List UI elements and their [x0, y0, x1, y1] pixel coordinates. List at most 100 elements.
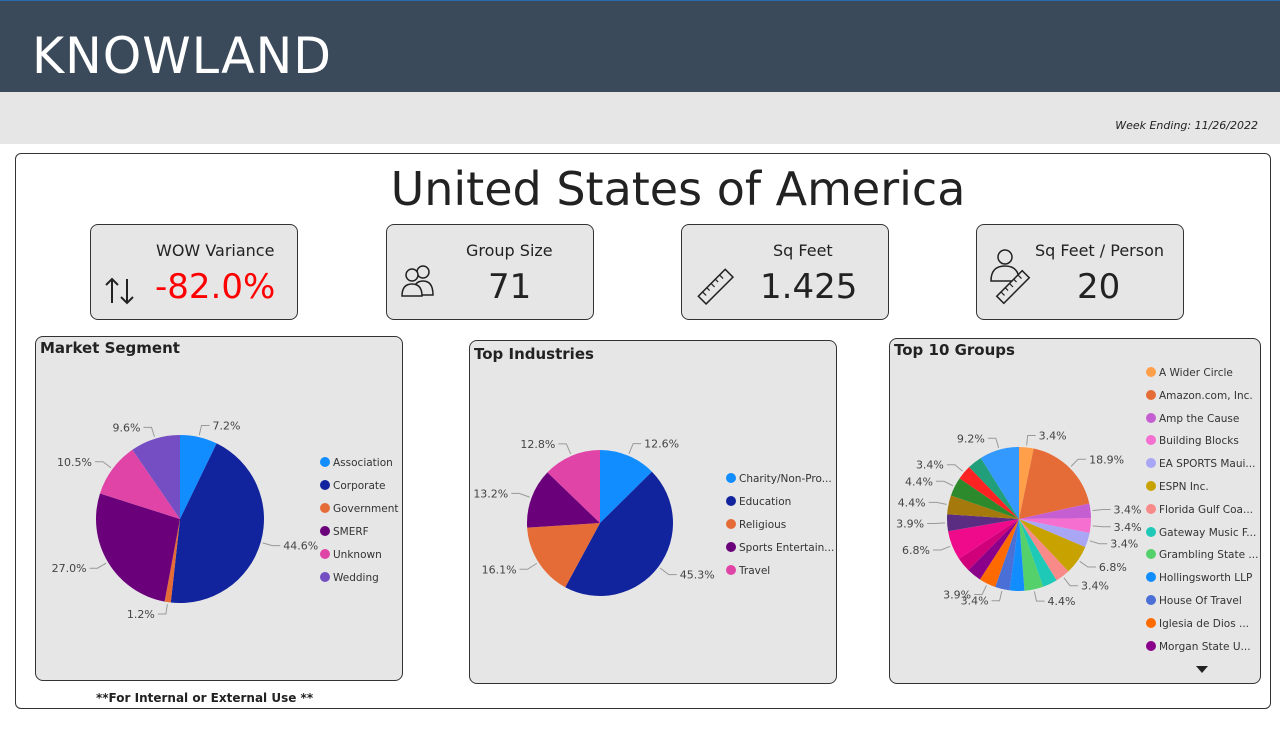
legend-item[interactable]: SMERF — [320, 526, 369, 538]
pie-slice[interactable] — [980, 447, 1019, 519]
data-label: 18.9% — [1089, 453, 1124, 466]
legend-item[interactable]: Wedding — [320, 572, 379, 584]
legend-item[interactable]: Grambling State ... — [1146, 549, 1258, 561]
pie-slice[interactable] — [1019, 519, 1090, 548]
data-label: 6.8% — [902, 544, 930, 557]
leader-line — [1092, 525, 1111, 528]
legend-item[interactable]: Government — [320, 503, 398, 515]
pie-slice[interactable] — [527, 523, 600, 588]
legend-swatch — [726, 496, 736, 506]
scroll-down-icon[interactable] — [1194, 664, 1210, 674]
pie-slice[interactable] — [1019, 503, 1091, 519]
pie-slice[interactable] — [947, 495, 1019, 519]
leader-line — [1070, 458, 1087, 467]
kpi-value: -82.0% — [155, 267, 276, 307]
leader-line — [1026, 434, 1036, 446]
pie-slice[interactable] — [96, 493, 180, 602]
pie-slice[interactable] — [1019, 519, 1044, 591]
data-label: 12.8% — [520, 438, 555, 451]
chart-title: Market Segment — [40, 339, 180, 357]
legend-item[interactable]: Florida Gulf Coa... — [1146, 503, 1253, 516]
legend-swatch — [1146, 389, 1156, 400]
legend-swatch — [320, 457, 330, 467]
legend-item[interactable]: Corporate — [320, 480, 386, 492]
kpi-label: WOW Variance — [156, 241, 275, 260]
data-label: 4.4% — [898, 496, 926, 509]
legend-item[interactable]: Education — [726, 496, 791, 508]
pie-slice[interactable] — [1009, 519, 1025, 592]
legend-item[interactable]: ESPN Inc. — [1146, 481, 1209, 493]
pie-slice[interactable] — [99, 449, 180, 519]
pie-slice[interactable] — [565, 471, 673, 596]
pie-slice[interactable] — [968, 519, 1019, 580]
data-label: 3.4% — [1114, 521, 1142, 534]
legend-item[interactable]: Sports Entertain... — [726, 542, 834, 554]
data-label: 12.6% — [644, 438, 679, 451]
pie-slice[interactable] — [947, 514, 1019, 532]
app-header: KNOWLAND — [0, 0, 1280, 92]
legend-item[interactable]: House Of Travel — [1146, 595, 1242, 607]
leader-line — [659, 567, 677, 576]
pie-slice[interactable] — [1019, 447, 1034, 519]
pie-slice[interactable] — [1019, 448, 1090, 519]
kpi-label: Group Size — [466, 241, 553, 260]
pie-slice[interactable] — [164, 519, 180, 603]
leader-line — [198, 424, 210, 436]
legend-label: Morgan State U... — [1159, 640, 1251, 653]
data-label: 3.4% — [1081, 580, 1109, 593]
legend-label: Amazon.com, Inc. — [1159, 389, 1253, 402]
sub-bar — [0, 92, 1280, 144]
data-label: 3.4% — [1113, 503, 1141, 516]
leader-line — [991, 590, 1003, 602]
legend-item[interactable]: Amp the Cause — [1146, 412, 1239, 425]
legend-item[interactable]: Morgan State U... — [1146, 640, 1251, 653]
legend-item[interactable]: Travel — [726, 565, 770, 577]
leader-line — [935, 480, 954, 487]
pie-slice[interactable] — [170, 443, 264, 603]
pie-slice[interactable] — [1019, 519, 1086, 572]
pie-slice[interactable] — [1019, 519, 1069, 581]
data-label: 9.6% — [113, 421, 141, 434]
up-down-arrows-icon — [105, 277, 134, 305]
legend-item[interactable]: Gateway Music F... — [1146, 526, 1256, 539]
pie-slice[interactable] — [600, 450, 652, 523]
pie-slice[interactable] — [950, 478, 1019, 519]
pie-slice[interactable] — [180, 435, 217, 519]
legend-label: House Of Travel — [1159, 595, 1242, 607]
legend-item[interactable]: Hollingsworth LLP — [1146, 572, 1252, 584]
pie-slice[interactable] — [526, 472, 600, 528]
pie-slice[interactable] — [959, 467, 1019, 519]
data-label: 3.4% — [1110, 538, 1138, 551]
legend-label: Religious — [739, 519, 787, 531]
legend-item[interactable]: Building Blocks — [1146, 435, 1239, 447]
legend-label: Iglesia de Dios ... — [1159, 617, 1250, 630]
legend-label: SMERF — [333, 526, 369, 538]
people-icon — [401, 265, 434, 297]
data-label: 16.1% — [482, 563, 517, 576]
legend-item[interactable]: Association — [320, 457, 393, 469]
legend-swatch — [726, 519, 736, 529]
legend-swatch — [1146, 595, 1156, 605]
leader-line — [143, 426, 155, 438]
legend-item[interactable]: EA SPORTS Maui... — [1146, 458, 1255, 470]
pie-slice[interactable] — [958, 519, 1019, 571]
pie-slice[interactable] — [948, 519, 1019, 559]
pie-slice[interactable] — [995, 519, 1019, 591]
legend-item[interactable]: A Wider Circle — [1146, 367, 1233, 379]
data-label: 3.4% — [1039, 429, 1067, 442]
pie-slice[interactable] — [979, 519, 1019, 587]
leader-line — [1063, 577, 1079, 587]
pie-slice[interactable] — [547, 450, 600, 523]
legend-item[interactable]: Unknown — [320, 549, 382, 561]
legend-item[interactable]: Iglesia de Dios ... — [1146, 617, 1250, 630]
legend-label: Wedding — [333, 572, 379, 584]
pie-slice[interactable] — [1019, 519, 1057, 587]
pie-slice[interactable] — [969, 457, 1019, 519]
pie-slice[interactable] — [1019, 518, 1091, 534]
pie-slice[interactable] — [132, 435, 180, 519]
legend-item[interactable]: Amazon.com, Inc. — [1146, 389, 1253, 402]
legend-swatch — [1146, 367, 1156, 377]
legend-item[interactable]: Religious — [726, 519, 786, 531]
legend-item[interactable]: Charity/Non-Pro... — [726, 473, 832, 485]
